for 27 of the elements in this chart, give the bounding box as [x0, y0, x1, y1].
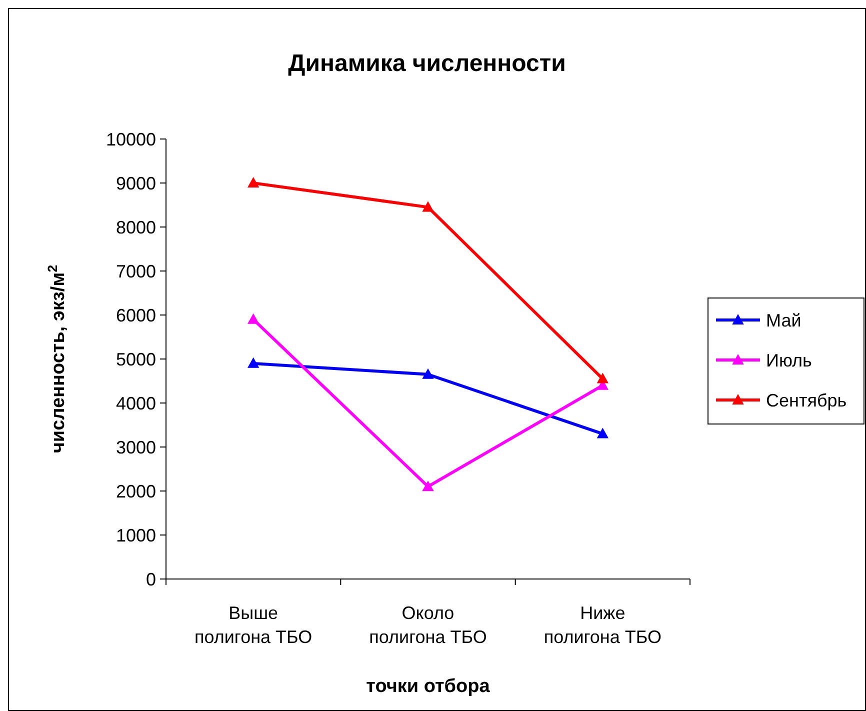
y-tick-label: 6000 — [116, 305, 156, 326]
y-tick-label: 5000 — [116, 349, 156, 370]
point — [248, 358, 259, 368]
y-tick-label: 9000 — [116, 173, 156, 194]
y-tick-label: 10000 — [106, 129, 156, 150]
y-tick-label: 4000 — [116, 393, 156, 414]
point — [422, 368, 434, 379]
point — [248, 314, 259, 324]
legend-label: Май — [766, 310, 802, 330]
y-tick-label: 8000 — [116, 217, 156, 238]
y-tick-label: 2000 — [116, 481, 156, 502]
legend-label: Сентябрь — [766, 390, 847, 410]
chart-title: Динамика численности — [288, 50, 566, 77]
x-tick-label: Выше полигона ТБО — [194, 603, 312, 647]
x-tick-label: Ниже полигона ТБО — [544, 603, 662, 647]
point — [422, 202, 434, 212]
point — [248, 178, 259, 188]
point — [597, 373, 608, 384]
x-tick-label: Около полигона ТБО — [369, 603, 487, 647]
point — [597, 428, 608, 438]
y-tick-label: 3000 — [116, 437, 156, 458]
y-tick-label: 1000 — [116, 525, 156, 546]
legend-label: Июль — [766, 350, 812, 370]
y-tick-label: 0 — [146, 569, 156, 590]
point — [422, 481, 434, 492]
y-tick-label: 7000 — [116, 261, 156, 282]
x-axis-title: точки отбора — [366, 676, 490, 697]
